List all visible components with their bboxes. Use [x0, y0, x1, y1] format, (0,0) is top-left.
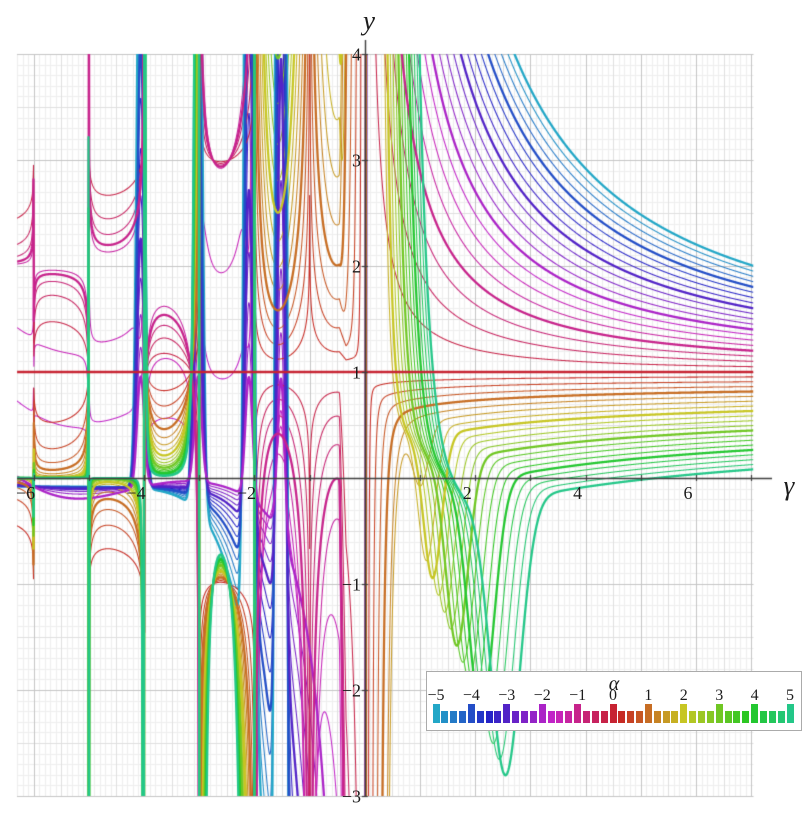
legend: α −5 −4 −3 −2 −1 0 1 2 3 4 5 — [426, 671, 802, 731]
legend-color-swatch — [432, 704, 440, 723]
x-tick-label: −4 — [126, 483, 146, 503]
legend-color-swatch — [503, 704, 511, 723]
legend-color-swatch — [706, 711, 714, 723]
legend-color-swatch — [627, 711, 635, 723]
y-tick-label: −2 — [341, 680, 361, 701]
legend-tick-label: −2 — [533, 687, 551, 704]
legend-color-swatch — [565, 711, 573, 723]
legend-color-swatch — [494, 711, 502, 723]
legend-color-swatch — [476, 711, 484, 723]
legend-color-swatch — [768, 711, 776, 723]
legend-color-swatch — [556, 711, 564, 723]
legend-tick-label: −4 — [462, 687, 480, 704]
legend-color-swatch — [786, 704, 794, 723]
legend-color-swatch — [591, 711, 599, 723]
y-tick-label: 2 — [352, 256, 361, 277]
legend-color-swatch — [715, 704, 723, 723]
legend-tick-label: −5 — [427, 687, 445, 704]
x-axis-title: γ — [783, 470, 795, 501]
legend-color-swatch — [689, 711, 697, 723]
legend-color-swatch — [644, 704, 652, 723]
legend-color-swatch — [653, 711, 661, 723]
legend-color-swatch — [459, 711, 467, 723]
legend-color-swatch — [759, 711, 767, 723]
y-tick-label: −3 — [341, 786, 361, 807]
legend-color-swatch — [574, 704, 582, 723]
y-tick-label: 3 — [352, 150, 361, 171]
x-tick-label: 6 — [683, 483, 693, 503]
x-tick-label: −6 — [16, 483, 36, 503]
legend-color-swatch — [618, 711, 626, 723]
legend-color-swatch — [529, 711, 537, 723]
legend-color-swatch — [547, 711, 555, 723]
legend-color-swatch — [512, 711, 520, 723]
legend-color-swatch — [636, 711, 644, 723]
legend-color-swatch — [600, 711, 608, 723]
legend-color-swatch — [450, 711, 458, 723]
legend-color-swatch — [662, 711, 670, 723]
legend-color-swatch — [521, 711, 528, 723]
legend-color-swatch — [680, 704, 688, 723]
legend-color-swatch — [671, 711, 679, 723]
legend-color-swatch — [582, 711, 590, 723]
legend-tick-label: 0 — [609, 687, 617, 704]
legend-tick-label: −1 — [569, 687, 587, 704]
legend-color-swatch — [751, 704, 759, 723]
legend-color-swatch — [609, 704, 617, 723]
x-tick-label: −2 — [236, 483, 256, 503]
legend-tick-label: 3 — [715, 687, 724, 704]
legend-title: α — [608, 673, 620, 695]
x-tick-label: 2 — [462, 483, 472, 503]
legend-color-swatch — [485, 711, 493, 723]
legend-color-swatch — [777, 711, 785, 723]
legend-color-swatch — [441, 711, 449, 723]
legend-color-swatch — [742, 711, 750, 723]
y-tick-label: 4 — [352, 44, 361, 65]
legend-tick-label: 4 — [750, 687, 759, 704]
legend-tick-label: 5 — [786, 687, 794, 704]
legend-tick-label: 1 — [644, 687, 653, 704]
legend-color-swatch — [467, 704, 475, 723]
legend-tick-label: 2 — [679, 687, 688, 704]
y-tick-label: −1 — [341, 574, 361, 595]
y-axis-title: y — [363, 5, 375, 36]
legend-color-swatch — [698, 711, 705, 723]
legend-color-swatch — [724, 711, 732, 723]
x-tick-label: 4 — [573, 483, 583, 503]
legend-color-swatch — [733, 711, 741, 723]
legend-tick-label: −3 — [498, 687, 516, 704]
legend-color-swatch — [538, 704, 546, 723]
y-tick-label: 1 — [352, 362, 361, 383]
